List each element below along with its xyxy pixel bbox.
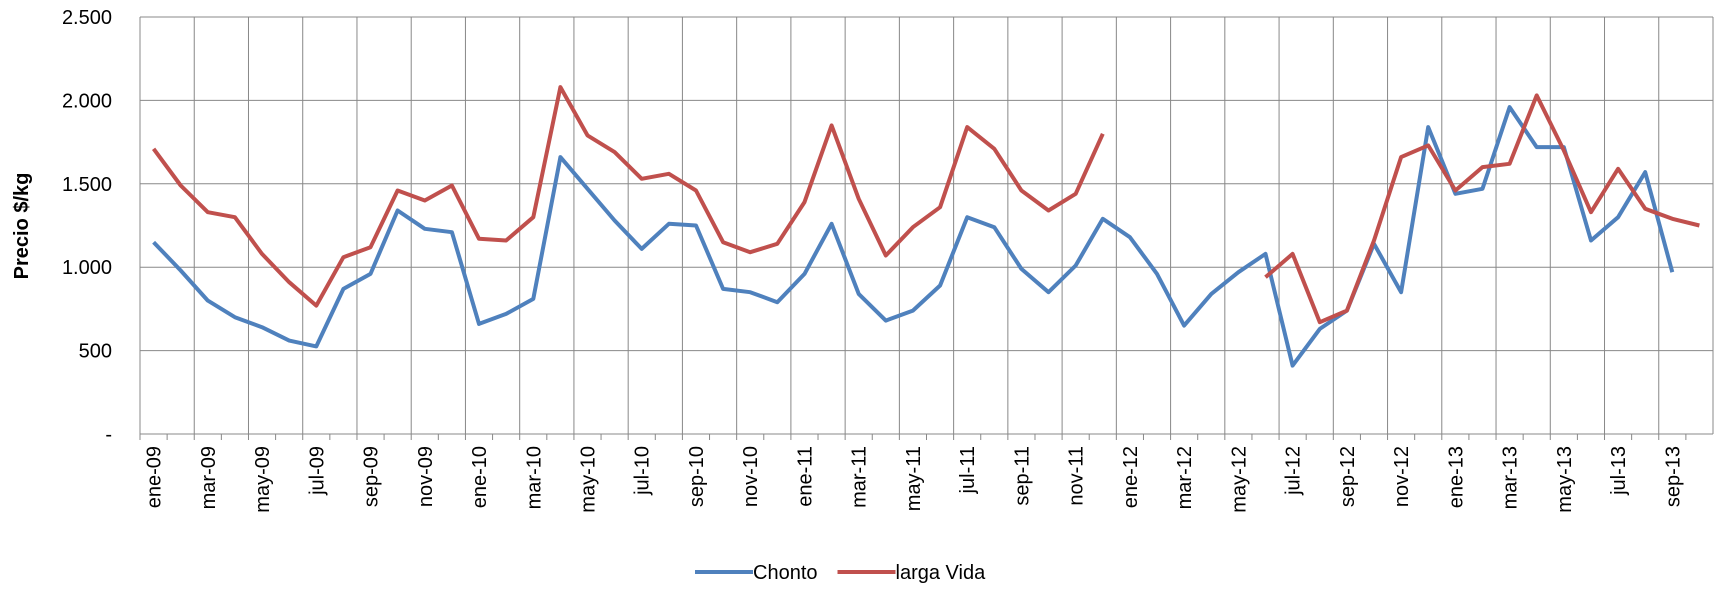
legend-item: larga Vida [837,562,987,584]
x-tick-label: sep-10 [686,446,708,507]
x-tick-label: may-12 [1228,446,1250,513]
y-tick-label: 2.000 [62,90,112,112]
x-tick-label: may-13 [1554,446,1576,513]
legend-item: Chonto [695,562,818,584]
y-tick-label: 1.500 [62,174,112,196]
x-tick-label: jul-09 [306,446,328,496]
series-line [151,85,1700,325]
y-tick-label: - [105,424,112,446]
x-tick-label: nov-09 [415,446,437,507]
y-tick-label: 2.500 [62,7,112,29]
x-tick-label: may-11 [903,446,925,511]
x-tick-label: mar-12 [1174,446,1196,509]
legend-label: larga Vida [896,562,987,584]
x-tick-label: nov-10 [740,446,762,507]
x-tick-label: ene-11 [794,446,816,507]
x-tick-label: ene-12 [1120,446,1142,508]
x-tick-label: sep-12 [1337,446,1359,507]
x-tick-label: ene-13 [1445,446,1467,508]
x-tick-label: sep-09 [361,446,383,507]
x-tick-label: sep-13 [1662,446,1684,507]
series-line [152,105,1675,368]
x-tick-label: ene-10 [469,446,491,508]
x-tick-label: jul-13 [1608,446,1630,496]
x-tick-label: ene-09 [144,446,166,508]
legend-label: Chonto [753,562,818,584]
y-tick-label: 1.000 [62,257,112,279]
x-tick-label: jul-12 [1283,446,1305,496]
x-tick-label: mar-13 [1500,446,1522,509]
x-tick-label: jul-11 [957,446,979,494]
x-tick-label: may-09 [252,446,274,513]
x-tick-label: nov-12 [1391,446,1413,507]
x-tick-label: mar-11 [849,446,871,508]
x-tick-label: nov-11 [1066,446,1088,506]
x-tick-label: may-10 [577,446,599,513]
y-tick-label: 500 [79,341,112,363]
y-axis-label: Precio $/kg [11,173,33,280]
x-tick-label: sep-11 [1011,446,1033,506]
x-tick-label: mar-10 [523,446,545,509]
x-tick-label: mar-09 [198,446,220,509]
x-tick-label: jul-10 [632,446,654,496]
